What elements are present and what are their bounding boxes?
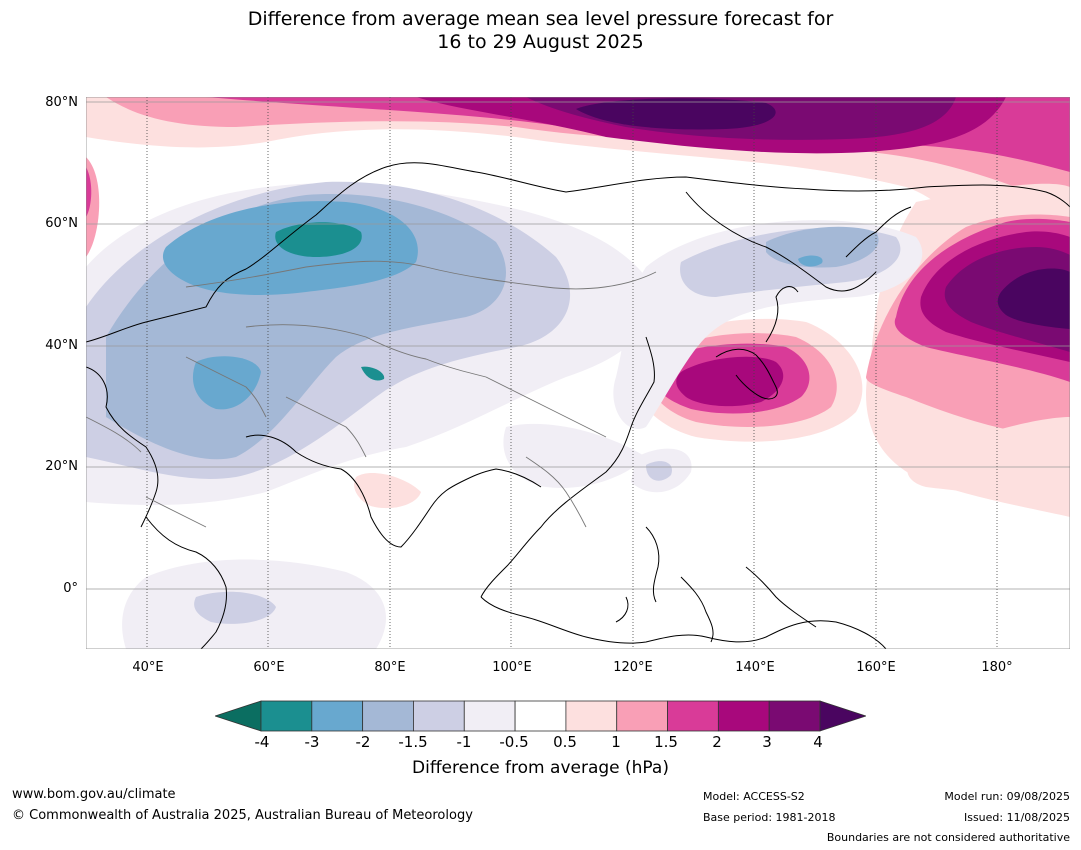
title-line-2: 16 to 29 August 2025 (437, 31, 644, 53)
colorbar-tick: 4 (813, 733, 823, 751)
colorbar-cell (463, 700, 516, 732)
colorbar-tick: 1 (611, 733, 621, 751)
website-link[interactable]: www.bom.gov.au/climate (12, 787, 176, 802)
copyright-text: © Commonwealth of Australia 2025, Austra… (12, 808, 473, 823)
country-borders (86, 260, 657, 528)
colorbar-cell (311, 700, 364, 732)
lat-label-80n: 80°N (45, 95, 78, 110)
title-line-1: Difference from average mean sea level p… (247, 8, 834, 30)
model-text: Model: ACCESS-S2 (703, 790, 805, 803)
colorbar-tick: -1.5 (398, 733, 428, 751)
indian-ocean-low-anomaly (122, 559, 386, 649)
base-period-text: Base period: 1981-2018 (703, 811, 836, 824)
lat-label-20n: 20°N (45, 459, 78, 474)
colorbar-cell (616, 700, 668, 732)
colorbar (215, 700, 866, 732)
colorbar-tick: 0.5 (553, 733, 577, 751)
lat-label-60n: 60°N (45, 216, 78, 231)
colorbar-tick: -4 (254, 733, 270, 751)
colorbar-cell (260, 700, 313, 732)
lon-label-60e: 60°E (253, 660, 285, 675)
lat-label-40n: 40°N (45, 338, 78, 353)
colorbar-label: Difference from average (hPa) (412, 758, 669, 778)
colorbar-tick: 1.5 (654, 733, 678, 751)
pressure-anomaly-map (86, 97, 1070, 649)
lon-label-180: 180° (981, 660, 1013, 675)
colorbar-tick: 3 (762, 733, 772, 751)
colorbar-cell (768, 700, 821, 732)
lon-label-80e: 80°E (374, 660, 406, 675)
lon-label-40e: 40°E (132, 660, 164, 675)
colorbar-tick: -1 (456, 733, 472, 751)
colorbar-under-arrow (215, 700, 262, 732)
colorbar-tick: -2 (355, 733, 371, 751)
colorbar-cell (514, 700, 567, 732)
issued-text: Issued: 11/08/2025 (963, 811, 1070, 824)
lat-label-0: 0° (63, 581, 78, 596)
colorbar-cell (667, 700, 719, 732)
model-run-text: Model run: 09/08/2025 (944, 790, 1070, 803)
lon-label-160e: 160°E (856, 660, 896, 675)
colorbar-cell (413, 700, 465, 732)
lon-label-100e: 100°E (492, 660, 532, 675)
lon-label-140e: 140°E (735, 660, 775, 675)
colorbar-over-arrow (819, 700, 866, 732)
colorbar-tick: 2 (712, 733, 722, 751)
colorbar-cell (362, 700, 414, 732)
arctic-high-anomaly (86, 97, 1070, 327)
colorbar-cell (717, 700, 770, 732)
eurasia-low-anomaly (86, 181, 652, 505)
minor-high-anomalies (86, 157, 1070, 509)
colorbar-tick: -3 (304, 733, 320, 751)
colorbar-tick: -0.5 (499, 733, 529, 751)
coastlines (86, 162, 1070, 649)
lon-label-120e: 120°E (613, 660, 653, 675)
japan-high-anomaly (630, 318, 863, 442)
colorbar-cell (565, 700, 618, 732)
colorbar-cells (260, 700, 821, 732)
east-asia-low-anomaly (503, 220, 923, 493)
gridlines (86, 97, 1070, 649)
disclaimer-text: Boundaries are not considered authoritat… (826, 831, 1070, 844)
map-title: Difference from average mean sea level p… (0, 8, 1081, 54)
